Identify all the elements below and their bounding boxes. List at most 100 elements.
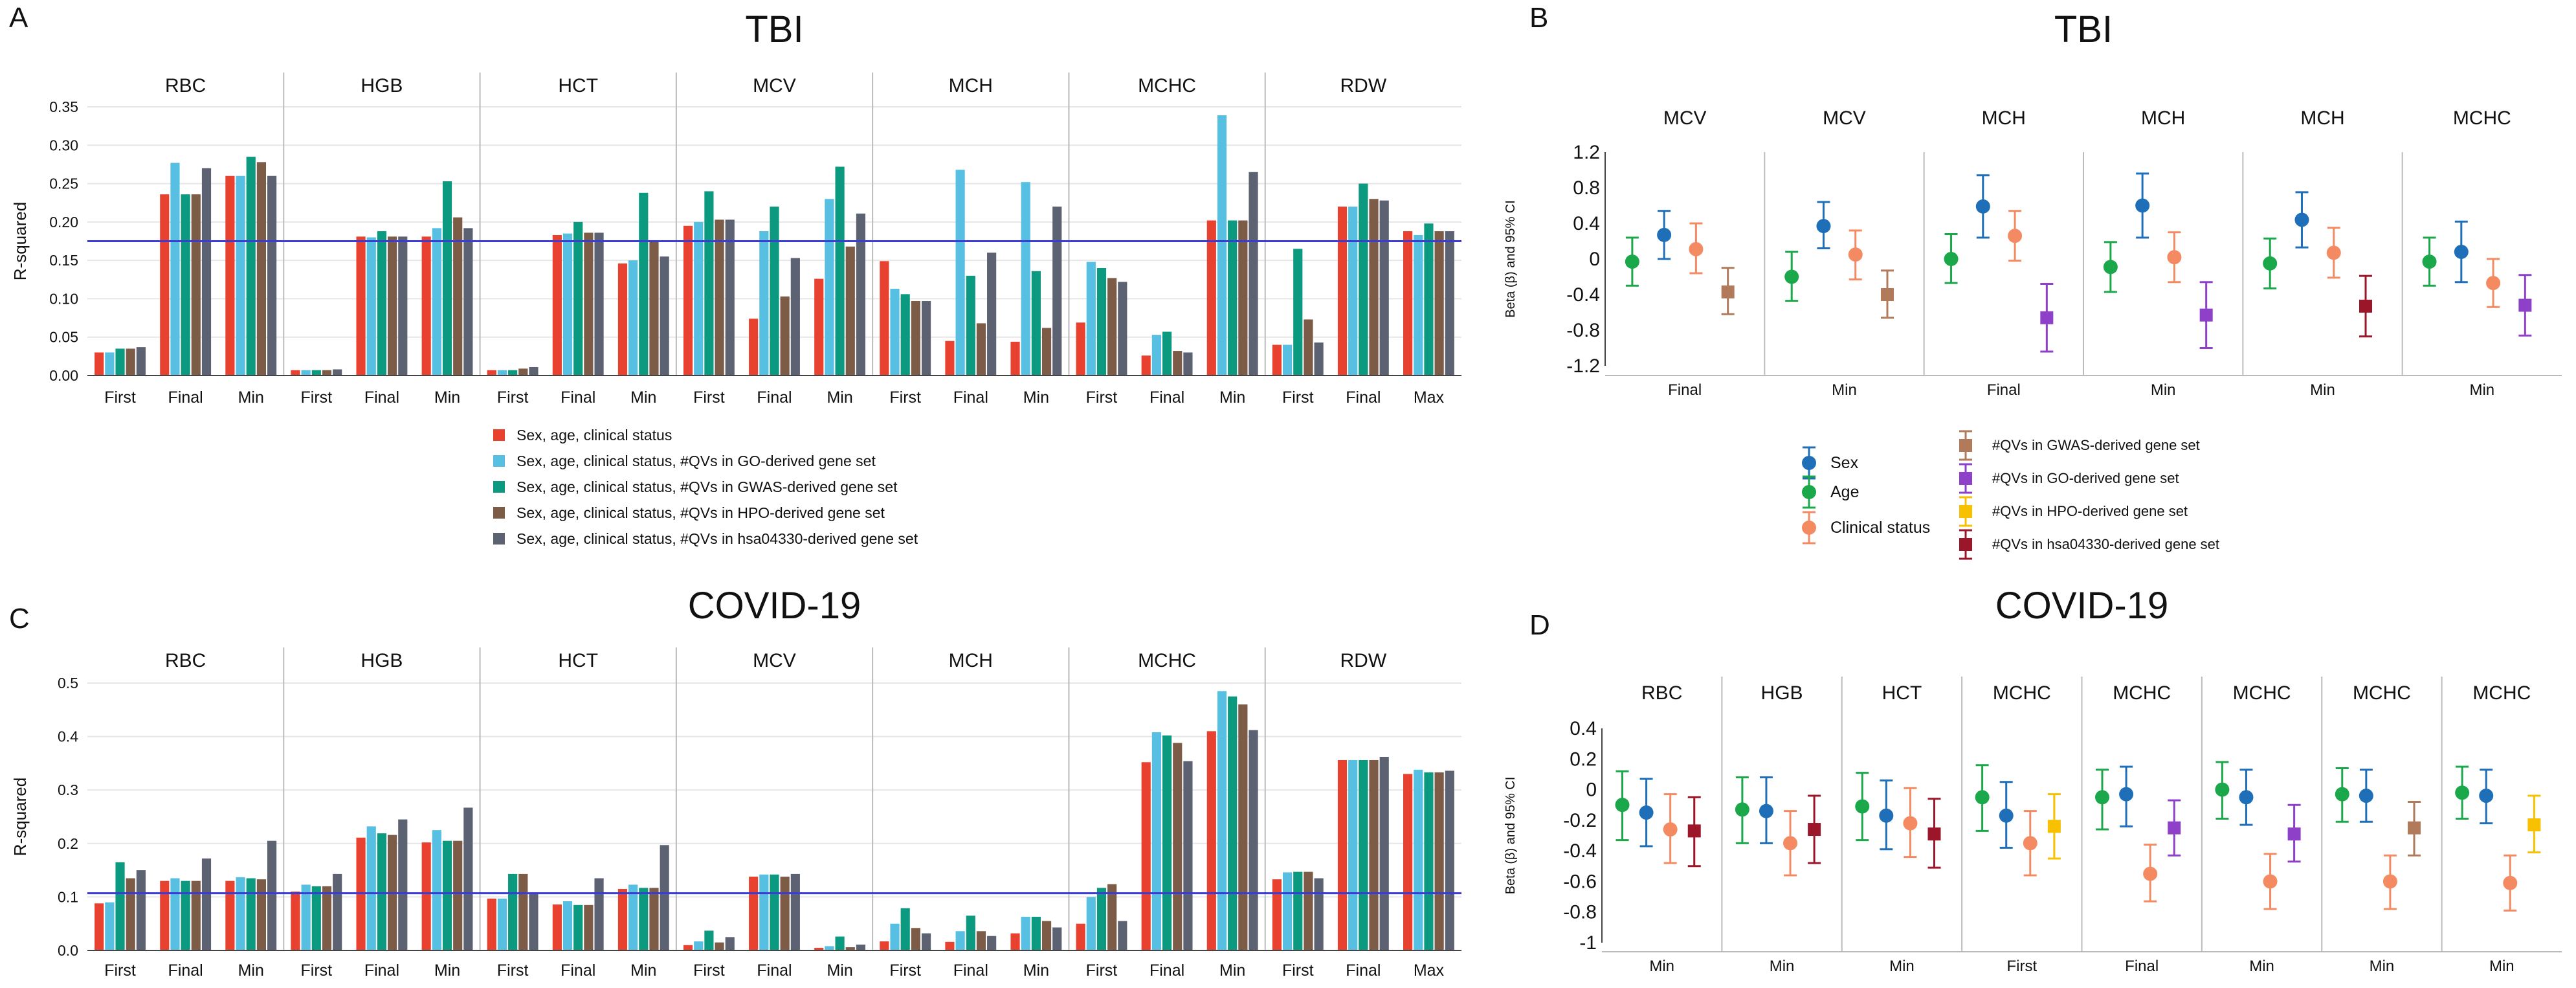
bar: [508, 873, 518, 950]
bar: [1348, 207, 1358, 376]
bar: [814, 278, 824, 376]
point-sex: [1999, 808, 2014, 823]
point-gwas: [1959, 439, 1972, 452]
bar: [911, 300, 920, 376]
bar: [126, 348, 135, 376]
y-tick-label: 0: [1586, 780, 1597, 801]
y-tick-label: 0.30: [49, 137, 78, 153]
bar: [780, 877, 790, 950]
bar: [322, 370, 332, 376]
bar: [1096, 268, 1107, 376]
bar: [291, 892, 300, 950]
point-hsa: [1808, 823, 1821, 836]
x-tick-label: First: [104, 388, 136, 407]
bar: [136, 347, 146, 376]
bar: [1228, 696, 1238, 950]
legend-label: Sex, age, clinical status, #QVs in GO-de…: [516, 453, 876, 469]
bar: [453, 217, 463, 376]
legend-swatch: [493, 481, 505, 493]
bar: [1359, 759, 1368, 950]
bar: [1010, 341, 1020, 376]
point-age: [1855, 799, 1870, 814]
x-tick-label: Final: [757, 388, 792, 407]
y-tick-label: 0.00: [49, 367, 78, 384]
bar: [1206, 731, 1216, 950]
y-tick-label: -0.8: [1566, 320, 1600, 341]
bar: [1107, 884, 1117, 950]
bar: [1206, 220, 1216, 376]
group-label: MCH: [2141, 107, 2185, 129]
bar: [497, 898, 507, 950]
x-tick-label: Min: [1832, 381, 1857, 399]
bar: [1096, 888, 1107, 950]
point-hsa: [2359, 299, 2373, 313]
point-age: [2422, 254, 2437, 269]
y-tick-label: 0.20: [49, 214, 78, 230]
group-label: HCT: [558, 75, 598, 96]
bar: [911, 928, 920, 950]
x-tick-label: Min: [1023, 961, 1049, 980]
bar: [1228, 220, 1238, 376]
point-clinical: [2167, 250, 2182, 265]
x-tick-label: Min: [2469, 381, 2494, 399]
bar: [1403, 231, 1413, 376]
x-tick-label: First: [1086, 388, 1118, 407]
bar: [115, 348, 125, 376]
bar: [1272, 344, 1282, 376]
legend-label: Sex, age, clinical status, #QVs in HPO-d…: [516, 504, 885, 521]
x-tick-label: First: [889, 961, 921, 980]
bar: [845, 246, 855, 376]
bar: [170, 878, 180, 950]
bar: [1086, 897, 1096, 950]
point-age: [2263, 256, 2278, 271]
x-tick-label: Final: [561, 961, 595, 980]
panel-c: C COVID-19 0.0 0.1 0.2 0.3 0.4 0.5 R-squared RBC F…: [9, 585, 1461, 980]
group-label: RDW: [1340, 75, 1387, 96]
bar: [1217, 691, 1227, 950]
x-tick-label: Min: [2370, 958, 2395, 975]
bar: [683, 945, 693, 950]
bar: [1141, 762, 1151, 950]
bar: [628, 260, 638, 376]
bar: [126, 878, 135, 950]
panel-a: A TBI 0.00 0.05 0.10 0.15 0.20 0.25 0.30 0.35 R-sq…: [9, 2, 1461, 407]
y-axis-label: Beta (β) and 95% CI: [1504, 777, 1518, 895]
panel-letter: D: [1529, 609, 1550, 641]
bar: [617, 263, 628, 376]
group-label: MCV: [753, 75, 796, 96]
bar: [552, 235, 562, 376]
bar: [1379, 756, 1389, 950]
y-tick-label: 0.4: [58, 728, 78, 745]
x-tick-label: First: [301, 961, 333, 980]
panel-title: TBI: [2054, 8, 2113, 51]
bar: [181, 194, 190, 376]
bar: [442, 840, 452, 950]
point-age: [2095, 790, 2110, 805]
x-tick-label: Final: [953, 388, 988, 407]
legend-swatch: [493, 533, 505, 545]
bar: [1249, 730, 1258, 950]
bar: [398, 819, 408, 950]
point-sex: [2239, 790, 2254, 805]
group-label: MCHC: [2472, 682, 2531, 704]
y-tick-label: -0.6: [1563, 871, 1597, 892]
bar: [900, 908, 910, 950]
point-sex: [2454, 245, 2469, 259]
x-tick-label: First: [693, 961, 725, 980]
bar: [1041, 328, 1052, 376]
bar: [835, 936, 845, 950]
bar: [311, 886, 321, 950]
group-label: RBC: [1641, 682, 1682, 704]
point-clinical: [2263, 874, 2278, 889]
bar: [749, 877, 759, 950]
x-tick-label: Min: [630, 961, 656, 980]
bar: [291, 370, 300, 376]
legend-swatch: [493, 455, 505, 467]
legend-label: #QVs in hsa04330-derived gene set: [1992, 536, 2219, 552]
group-label: MCHC: [2353, 682, 2411, 704]
bar: [1021, 182, 1030, 376]
bar: [105, 352, 115, 376]
legends: Sex, age, clinical status Sex, age, clini…: [493, 427, 2219, 560]
point-sex: [2135, 198, 2150, 213]
legend-label: #QVs in HPO-derived gene set: [1992, 503, 2188, 519]
